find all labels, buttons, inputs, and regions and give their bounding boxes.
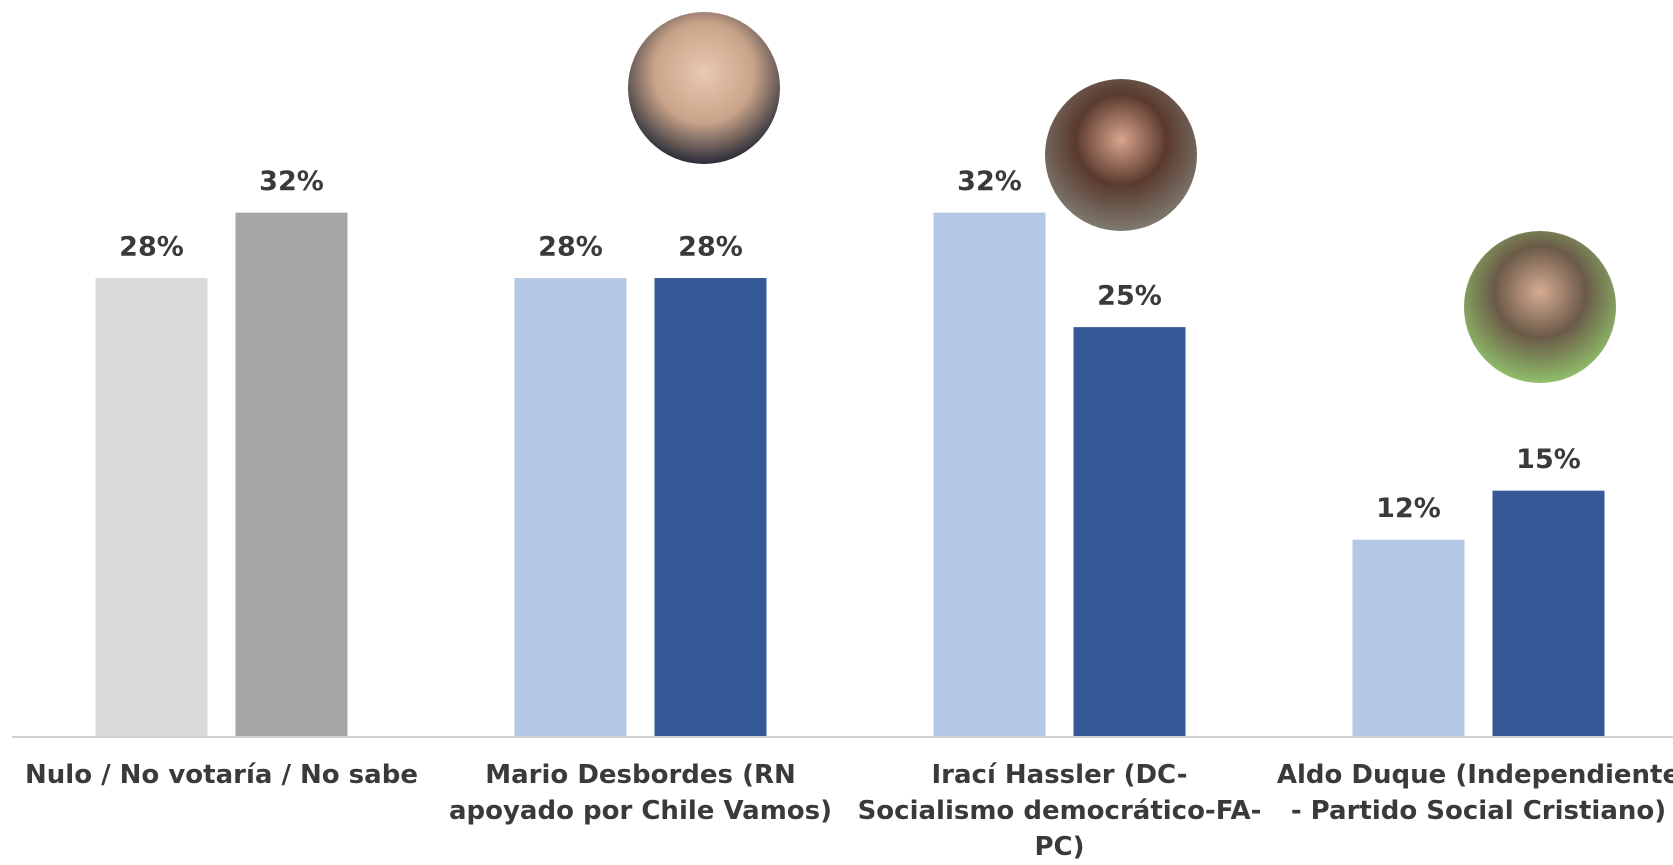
bar [96,278,208,736]
bar [655,278,767,736]
value-label: 28% [538,232,603,263]
value-label: 12% [1376,493,1441,524]
category-label: Aldo Duque (Independiente - Partido Soci… [1274,757,1673,829]
bar [934,213,1046,736]
bar [1074,327,1186,736]
candidate-photo [1464,231,1616,383]
candidate-photo [628,12,780,164]
value-label: 32% [259,166,324,197]
value-label: 15% [1516,444,1581,475]
value-label: 32% [957,166,1022,197]
value-label: 28% [119,232,184,263]
value-label: 25% [1097,281,1162,312]
candidate-photo [1045,79,1197,231]
bar [515,278,627,736]
value-label: 28% [678,232,743,263]
bar [1353,540,1465,736]
bar [236,213,348,736]
category-label: Nulo / No votaría / No sabe [17,757,427,793]
category-label: Irací Hassler (DC-Socialismo democrático… [855,757,1265,865]
category-label: Mario Desbordes (RN apoyado por Chile Va… [436,757,846,829]
bar [1493,491,1605,736]
